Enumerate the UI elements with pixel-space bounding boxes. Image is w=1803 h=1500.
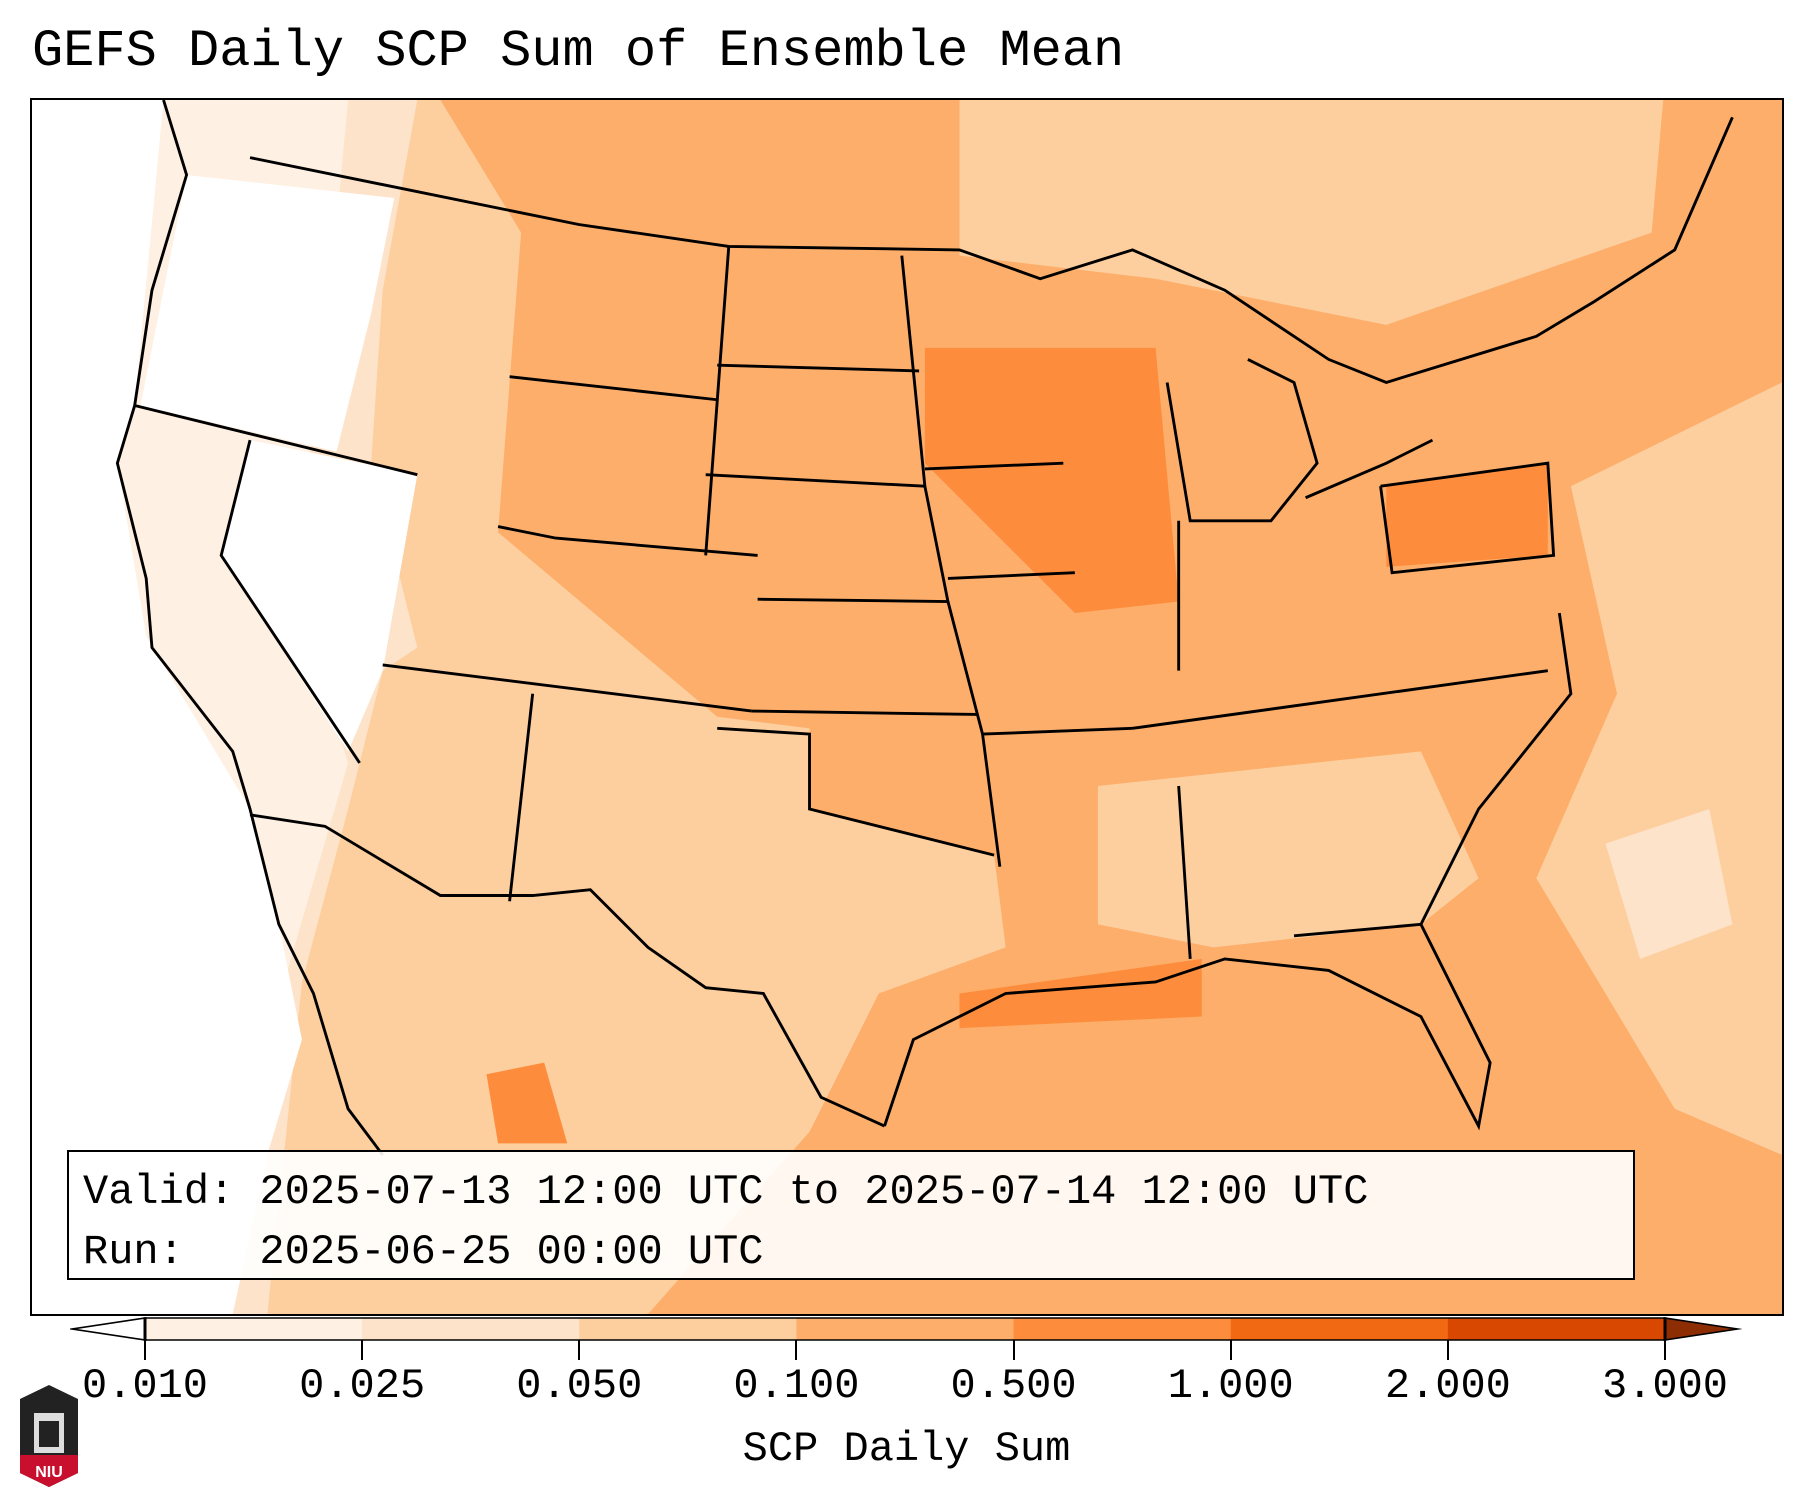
niu-logo: NIU <box>20 1385 78 1487</box>
state-line-ia-mo <box>947 571 1075 580</box>
field-mexico-dark <box>486 1062 568 1144</box>
field-atlantic-verypale <box>1605 809 1733 959</box>
colorbar-segment <box>1230 1318 1449 1340</box>
scp-map <box>32 100 1782 1314</box>
state-line-mn-ia <box>924 461 1064 471</box>
colorbar <box>70 1316 1742 1342</box>
colorbar-tick-label: 0.025 <box>299 1362 426 1410</box>
state-line-az-ut <box>382 663 753 713</box>
colorbar-segment <box>796 1318 1015 1340</box>
colorbar-tick-label: 0.050 <box>516 1362 643 1410</box>
state-line-pa <box>1379 461 1556 575</box>
colorbar-segment <box>1013 1318 1232 1340</box>
colorbar-tick <box>361 1340 364 1360</box>
run-time-text: Run: 2025-06-25 00:00 UTC <box>83 1228 764 1276</box>
colorbar-tick-label: 3.000 <box>1601 1362 1729 1410</box>
boundaries <box>115 100 1734 1156</box>
state-line-nd-sd <box>717 363 920 373</box>
colorbar-tick <box>795 1340 798 1360</box>
colorbar-tick-label: 0.500 <box>950 1362 1077 1410</box>
colorbar-label: SCP Daily Sum <box>742 1425 1071 1473</box>
state-line-ne-ks <box>757 597 948 603</box>
info-box: Valid: 2025-07-13 12:00 UTC to 2025-07-1… <box>67 1150 1635 1280</box>
colorbar-tick-label: 0.010 <box>81 1362 209 1410</box>
state-line-nd-mn <box>900 255 1002 867</box>
colorbar-tick-label: 2.000 <box>1384 1362 1511 1410</box>
michigan-outline <box>1165 358 1319 523</box>
colorbar-under-triangle <box>70 1316 147 1342</box>
colorbar-tick-label: 0.100 <box>733 1362 860 1410</box>
west-coastline <box>115 100 384 1156</box>
colorbar-tick-label: 1.000 <box>1167 1362 1294 1410</box>
field-pacific-white <box>32 100 302 1314</box>
colorbar-segment <box>1447 1318 1666 1340</box>
us-mexico-border <box>249 813 886 1128</box>
state-line-mo-ar <box>982 726 1133 736</box>
field-gulf-dark <box>959 958 1202 1029</box>
state-line-or-ca <box>134 404 418 477</box>
field-midwest-dark <box>924 347 1179 614</box>
colorbar-tick <box>1229 1340 1232 1360</box>
state-line-ga-fl <box>1293 922 1422 938</box>
chart-title: GEFS Daily SCP Sum of Ensemble Mean <box>32 22 1125 81</box>
colorbar-tick <box>578 1340 581 1360</box>
colorbar-tick <box>1012 1340 1015 1360</box>
lake-erie-shore <box>1304 438 1434 500</box>
colorbar-over-triangle <box>1663 1316 1742 1342</box>
valid-time-text: Valid: 2025-07-13 12:00 UTC to 2025-07-1… <box>83 1168 1369 1216</box>
state-line-nv-ca <box>219 439 361 764</box>
colorbar-segment <box>362 1318 580 1340</box>
state-line-tn-ky <box>1132 669 1549 730</box>
state-line-co-wy <box>497 525 758 557</box>
colorbar-tick <box>1664 1340 1666 1360</box>
colorbar-outline <box>143 1317 1667 1341</box>
state-line-mt-wy <box>509 375 718 402</box>
state-line-ok-tx <box>717 726 995 857</box>
field-pa-dark <box>1386 463 1548 567</box>
field-northwest-white <box>140 174 395 452</box>
logo-text: NIU <box>35 1464 63 1481</box>
state-line-ks-ok <box>751 709 977 716</box>
colorbar-segment <box>579 1318 797 1340</box>
field-se-pale <box>1097 751 1479 948</box>
state-line-4corners-ns <box>508 693 535 902</box>
gulf-coastline <box>883 612 1573 1131</box>
state-line-mt-nd <box>704 246 731 556</box>
field-canada-pale <box>959 100 1664 325</box>
colorbar-segment <box>145 1318 363 1340</box>
colorbar-tick <box>144 1340 146 1360</box>
map-panel <box>30 98 1784 1316</box>
field-nevada-white <box>221 440 418 752</box>
state-line-ms-al <box>1177 785 1192 960</box>
colorbar-tick <box>1446 1340 1449 1360</box>
state-line-sd-ne <box>705 473 925 488</box>
field-atlantic-pale <box>1536 382 1782 1155</box>
